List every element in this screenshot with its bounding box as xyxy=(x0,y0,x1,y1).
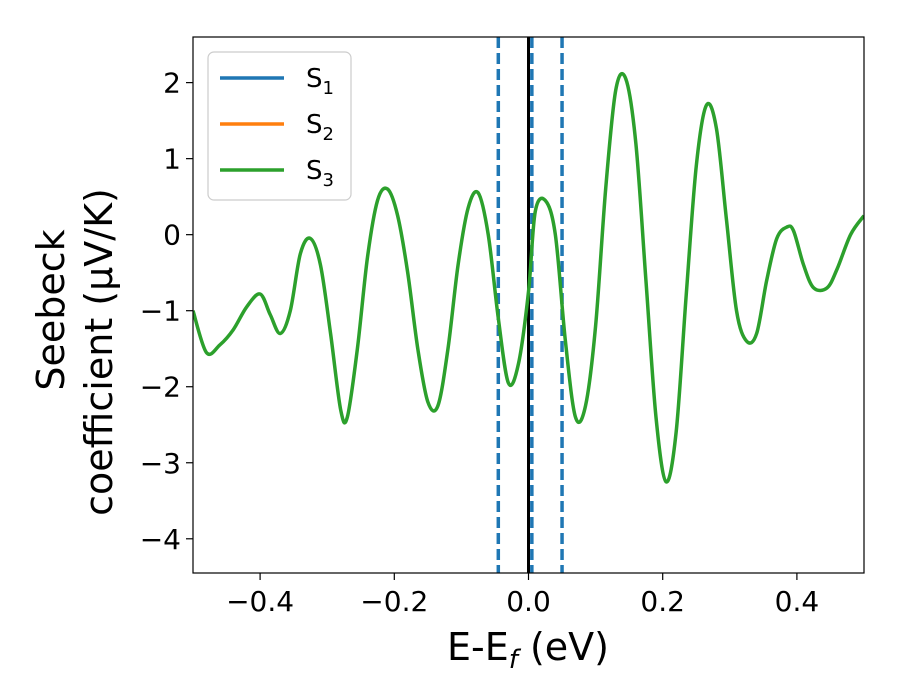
x-axis-label: E-Ef (eV) xyxy=(447,625,609,675)
y-tick-label: −4 xyxy=(140,523,181,556)
series-lines xyxy=(193,71,864,484)
y-axis-label-line2: coefficient (μV/K) xyxy=(77,188,121,516)
y-tick-label: −3 xyxy=(140,447,181,480)
y-tick-label: 0 xyxy=(163,219,181,252)
x-axis-ticks: −0.4 −0.2 0.0 0.2 0.4 xyxy=(226,573,819,618)
legend-label-s3: S3 xyxy=(306,156,334,191)
y-tick-label: 1 xyxy=(163,143,181,176)
y-axis-label-line1: Seebeck xyxy=(29,229,73,390)
y-tick-label: −2 xyxy=(140,371,181,404)
x-tick-label: 0.4 xyxy=(775,585,820,618)
x-tick-label: 0.0 xyxy=(506,585,551,618)
x-tick-label: −0.4 xyxy=(226,585,294,618)
y-tick-label: 2 xyxy=(163,67,181,100)
series-line-s3 xyxy=(193,71,864,484)
legend: S1 S2 S3 xyxy=(207,51,352,201)
x-tick-label: 0.2 xyxy=(640,585,685,618)
legend-box xyxy=(207,51,352,201)
y-axis-ticks: −4 −3 −2 −1 0 1 2 xyxy=(140,67,193,556)
legend-label-s1: S1 xyxy=(306,64,334,99)
y-tick-label: −1 xyxy=(140,295,181,328)
reference-lines xyxy=(496,37,564,573)
legend-label-s2: S2 xyxy=(306,110,334,145)
x-tick-label: −0.2 xyxy=(360,585,428,618)
